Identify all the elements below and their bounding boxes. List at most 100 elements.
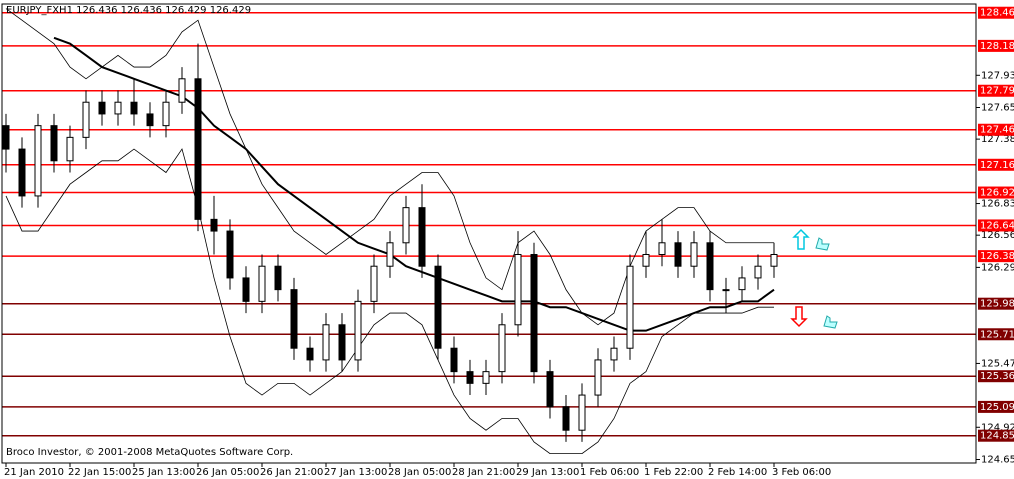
x-tick-label: 21 Jan 2010 [4, 467, 64, 478]
level-label: 125.361 [980, 371, 1014, 382]
level-label-box [978, 400, 1014, 413]
x-tick-label: 27 Jan 13:00 [324, 467, 387, 478]
candle-body [594, 359, 602, 396]
y-tick-label: 127.385 [981, 134, 1014, 145]
thumb-icon [823, 315, 838, 329]
candle-body [578, 394, 586, 431]
candle-body [674, 242, 682, 267]
candle-body [770, 253, 778, 267]
y-tick-label: 124.650 [981, 454, 1014, 465]
chart-title: EURJPY_FXH1 126.436 126.436 126.429 126.… [6, 5, 251, 16]
candle-body [50, 125, 58, 162]
candle-body [434, 265, 442, 349]
level-label: 126.929 [980, 188, 1014, 199]
level-label-box [978, 123, 1014, 136]
x-tick-label: 28 Jan 21:00 [452, 467, 515, 478]
level-label-box [978, 370, 1014, 383]
candle-body [402, 207, 410, 244]
candle-body [754, 265, 762, 279]
y-tick-label: 125.470 [981, 358, 1014, 369]
candle-body [274, 265, 282, 291]
candle-body [626, 265, 634, 349]
level-label: 125.980 [980, 299, 1014, 310]
candle-body [194, 78, 202, 220]
y-tick-label: 126.290 [981, 262, 1014, 273]
candle-body [146, 113, 154, 127]
candle-body [338, 324, 346, 361]
x-tick-label: 29 Jan 13:00 [516, 467, 579, 478]
thumb-icon [815, 237, 830, 251]
level-label-box [978, 186, 1014, 199]
x-tick-label: 26 Jan 21:00 [260, 467, 323, 478]
plot-frame [1, 3, 977, 464]
candle-body [482, 371, 490, 384]
candle-body [642, 253, 650, 267]
candle-body [562, 406, 570, 431]
level-label-box [978, 429, 1014, 442]
level-label-box [978, 328, 1014, 341]
candle-body [354, 300, 362, 361]
level-label: 127.465 [980, 125, 1014, 136]
candle-body [98, 101, 106, 115]
down-arrow [790, 306, 808, 328]
x-tick-label: 3 Feb 06:00 [772, 467, 831, 478]
candle-body [722, 289, 730, 292]
y-tick-label: 126.835 [981, 199, 1014, 210]
x-tick-label: 28 Jan 05:00 [388, 467, 451, 478]
level-label: 125.099 [980, 402, 1014, 413]
y-tick-label: 127.930 [981, 70, 1014, 81]
candle-body [370, 265, 378, 302]
candle-body [610, 347, 618, 361]
candle-body [546, 371, 554, 408]
candle-body [322, 324, 330, 361]
candle-body [498, 324, 506, 373]
candle-body [210, 218, 218, 232]
candle-body [290, 289, 298, 349]
level-label-box [978, 84, 1014, 97]
candle-body [258, 265, 266, 302]
candle-body [450, 347, 458, 373]
level-label-box [978, 6, 1014, 19]
candle-body [162, 101, 170, 127]
candle-body [34, 125, 42, 197]
level-label: 128.181 [980, 41, 1014, 52]
candle-body [386, 242, 394, 267]
level-label: 127.166 [980, 160, 1014, 171]
level-label-box [978, 250, 1014, 263]
candle-body [466, 371, 474, 384]
candle-body [690, 242, 698, 267]
x-tick-label: 22 Jan 15:00 [68, 467, 131, 478]
candle-body [66, 136, 74, 162]
candle-body [738, 277, 746, 291]
candle-body [18, 148, 26, 197]
x-tick-label: 25 Jan 13:00 [132, 467, 195, 478]
x-tick-label: 2 Feb 14:00 [708, 467, 767, 478]
y-tick-label: 126.565 [981, 230, 1014, 241]
copyright: Broco Investor, © 2001-2008 MetaQuotes S… [6, 447, 293, 458]
level-label: 126.386 [980, 251, 1014, 262]
bollinger-band [5, 148, 774, 455]
candle-body [2, 125, 10, 150]
candle-body [658, 242, 666, 255]
candle-body [706, 242, 714, 291]
candle-body [226, 230, 234, 279]
up-arrow [792, 228, 810, 250]
x-tick-label: 26 Jan 05:00 [196, 467, 259, 478]
x-tick-label: 1 Feb 22:00 [644, 467, 703, 478]
candle-body [306, 347, 314, 361]
level-label-box [978, 219, 1014, 232]
plot-area [2, 8, 976, 455]
level-label: 125.719 [980, 329, 1014, 340]
level-label-box [978, 39, 1014, 52]
level-label-box [978, 158, 1014, 171]
candle-body [530, 253, 538, 373]
y-tick-label: 127.655 [981, 102, 1014, 113]
level-label: 127.798 [980, 86, 1014, 97]
moving-average [53, 36, 775, 332]
level-label: 126.648 [980, 220, 1014, 231]
x-tick-label: 1 Feb 06:00 [580, 467, 639, 478]
candle-body [514, 253, 522, 326]
y-tick-label: 124.925 [981, 422, 1014, 433]
